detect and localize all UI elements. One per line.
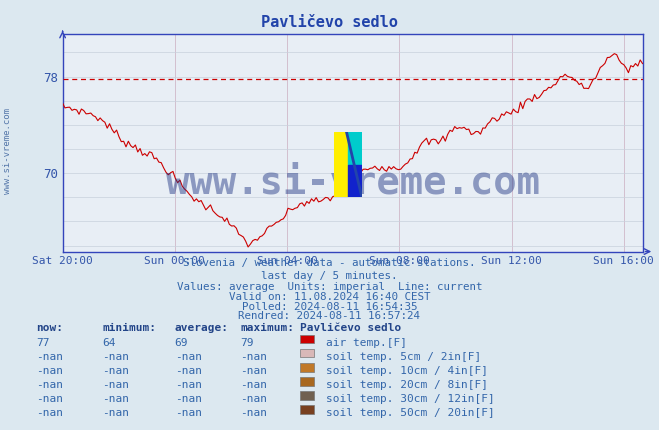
Text: -nan: -nan xyxy=(36,394,63,404)
Text: Pavličevo sedlo: Pavličevo sedlo xyxy=(261,15,398,30)
Text: -nan: -nan xyxy=(241,352,268,362)
Text: -nan: -nan xyxy=(102,352,129,362)
Text: Slovenia / weather data - automatic stations.: Slovenia / weather data - automatic stat… xyxy=(183,258,476,268)
Text: -nan: -nan xyxy=(241,408,268,418)
Text: -nan: -nan xyxy=(102,408,129,418)
Text: 79: 79 xyxy=(241,338,254,347)
Text: 69: 69 xyxy=(175,338,188,347)
Text: -nan: -nan xyxy=(36,408,63,418)
Text: -nan: -nan xyxy=(175,380,202,390)
Text: Polled: 2024-08-11 16:54:35: Polled: 2024-08-11 16:54:35 xyxy=(242,302,417,312)
Text: Pavličevo sedlo: Pavličevo sedlo xyxy=(300,323,401,333)
Text: air temp.[F]: air temp.[F] xyxy=(326,338,407,347)
Text: -nan: -nan xyxy=(102,380,129,390)
Text: -nan: -nan xyxy=(36,380,63,390)
Text: Values: average  Units: imperial  Line: current: Values: average Units: imperial Line: cu… xyxy=(177,282,482,292)
Text: -nan: -nan xyxy=(241,394,268,404)
Text: Valid on: 11.08.2024 16:40 CEST: Valid on: 11.08.2024 16:40 CEST xyxy=(229,292,430,302)
Text: -nan: -nan xyxy=(175,352,202,362)
Text: last day / 5 minutes.: last day / 5 minutes. xyxy=(261,271,398,281)
Text: www.si-vreme.com: www.si-vreme.com xyxy=(165,163,540,201)
Text: minimum:: minimum: xyxy=(102,323,156,333)
Text: soil temp. 5cm / 2in[F]: soil temp. 5cm / 2in[F] xyxy=(326,352,482,362)
Text: -nan: -nan xyxy=(241,366,268,376)
Bar xyxy=(348,165,362,197)
Bar xyxy=(348,132,362,165)
Text: www.si-vreme.com: www.si-vreme.com xyxy=(3,108,13,194)
Text: soil temp. 50cm / 20in[F]: soil temp. 50cm / 20in[F] xyxy=(326,408,495,418)
Text: soil temp. 20cm / 8in[F]: soil temp. 20cm / 8in[F] xyxy=(326,380,488,390)
Text: 77: 77 xyxy=(36,338,49,347)
Text: -nan: -nan xyxy=(175,394,202,404)
Text: now:: now: xyxy=(36,323,63,333)
Text: -nan: -nan xyxy=(175,366,202,376)
Text: -nan: -nan xyxy=(36,352,63,362)
Text: average:: average: xyxy=(175,323,229,333)
Text: Rendred: 2024-08-11 16:57:24: Rendred: 2024-08-11 16:57:24 xyxy=(239,311,420,321)
Text: soil temp. 30cm / 12in[F]: soil temp. 30cm / 12in[F] xyxy=(326,394,495,404)
Text: soil temp. 10cm / 4in[F]: soil temp. 10cm / 4in[F] xyxy=(326,366,488,376)
Bar xyxy=(334,132,348,197)
Text: -nan: -nan xyxy=(36,366,63,376)
Text: -nan: -nan xyxy=(102,394,129,404)
Text: maximum:: maximum: xyxy=(241,323,295,333)
Text: -nan: -nan xyxy=(241,380,268,390)
Text: -nan: -nan xyxy=(175,408,202,418)
Text: -nan: -nan xyxy=(102,366,129,376)
Text: 64: 64 xyxy=(102,338,115,347)
